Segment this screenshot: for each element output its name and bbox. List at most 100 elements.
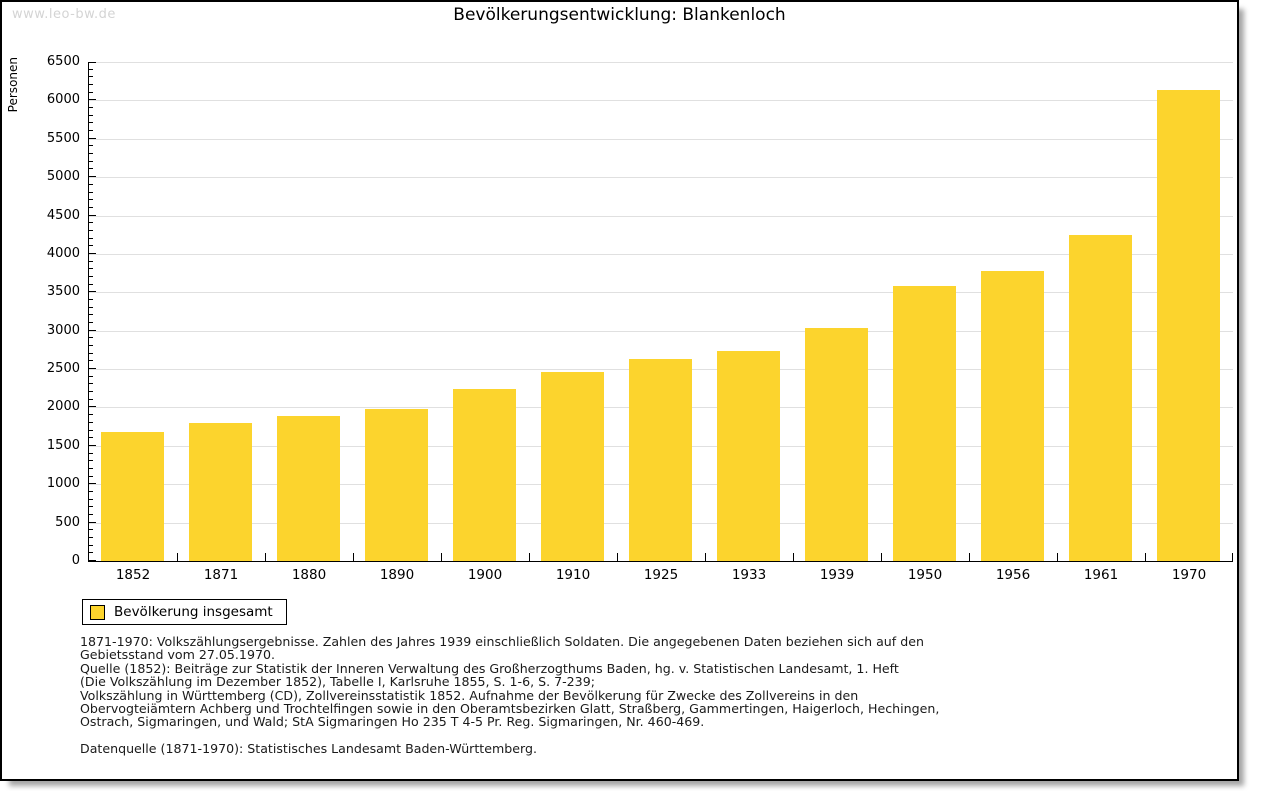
y-minor-tick — [89, 360, 93, 362]
x-axis-tick — [265, 553, 266, 561]
x-tick-label: 1950 — [907, 567, 943, 583]
y-minor-tick — [89, 222, 93, 224]
y-minor-tick — [89, 91, 93, 93]
y-minor-tick — [89, 391, 93, 393]
x-axis-tick — [177, 553, 178, 561]
x-axis-tick — [1057, 553, 1058, 561]
y-minor-tick — [89, 544, 93, 546]
bar — [453, 389, 516, 561]
y-major-tick — [89, 560, 96, 561]
y-major-tick — [89, 521, 96, 523]
y-minor-tick — [89, 76, 93, 78]
y-minor-tick — [89, 322, 93, 324]
footnote-line: Volkszählung in Württemberg (CD), Zollve… — [80, 687, 859, 703]
legend-label: Bevölkerung insgesamt — [114, 604, 273, 620]
y-minor-tick — [89, 306, 93, 308]
x-axis-tick — [705, 553, 706, 561]
chart-title: Bevölkerungsentwicklung: Blankenloch — [453, 5, 786, 25]
y-minor-tick — [89, 337, 93, 339]
y-minor-tick — [89, 414, 93, 416]
y-minor-tick — [89, 160, 93, 162]
x-tick-label: 1961 — [1083, 567, 1119, 583]
y-minor-tick — [89, 191, 93, 193]
x-axis-tick — [969, 553, 970, 561]
y-major-tick — [89, 137, 96, 139]
gridline — [89, 100, 1233, 102]
x-axis-tick — [617, 553, 618, 561]
y-minor-tick — [89, 460, 93, 462]
y-minor-tick — [89, 429, 93, 431]
gridline — [89, 253, 1233, 255]
y-tick-label: 2500 — [46, 361, 80, 377]
y-major-tick — [89, 291, 96, 293]
gridline — [89, 138, 1233, 140]
bar — [101, 432, 164, 561]
y-minor-tick — [89, 437, 93, 439]
y-minor-tick — [89, 452, 93, 454]
y-major-tick — [89, 99, 96, 101]
x-tick-label: 1939 — [819, 567, 855, 583]
y-tick-label: 0 — [71, 553, 80, 568]
y-minor-tick — [89, 536, 93, 538]
y-minor-tick — [89, 199, 93, 201]
bar — [893, 286, 956, 561]
footnote-line: (Die Volkszählung im Dezember 1852), Tab… — [80, 674, 595, 690]
bar — [981, 271, 1044, 561]
y-minor-tick — [89, 506, 93, 508]
bar — [277, 416, 340, 561]
x-tick-label: 1970 — [1171, 567, 1207, 583]
x-axis-tick — [793, 553, 794, 561]
y-minor-tick — [89, 498, 93, 500]
y-minor-tick — [89, 168, 93, 170]
footnote-line: Obervogteiämtern Achberg und Trochtelfin… — [80, 701, 940, 717]
gridline — [89, 292, 1233, 294]
y-minor-tick — [89, 421, 93, 423]
y-minor-tick — [89, 398, 93, 400]
y-minor-tick — [89, 130, 93, 132]
x-tick-label: 1925 — [643, 567, 679, 583]
y-minor-tick — [89, 314, 93, 316]
footnote-line: Quelle (1852): Beiträge zur Statistik de… — [80, 660, 899, 676]
y-major-tick — [89, 176, 96, 178]
x-tick-label: 1852 — [115, 567, 151, 583]
x-tick-label: 1880 — [291, 567, 327, 583]
footnote-line: Gebietsstand vom 27.05.1970. — [80, 647, 275, 663]
y-axis-tick-labels: 0 500 1000 1500 2000 2500 3000 3500 4000 4500 5000… — [2, 54, 80, 568]
y-minor-tick — [89, 345, 93, 347]
y-minor-tick — [89, 352, 93, 354]
y-major-tick — [89, 406, 96, 408]
x-axis-tick — [441, 553, 442, 561]
y-minor-tick — [89, 552, 93, 554]
bar — [717, 351, 780, 561]
y-tick-label: 3000 — [46, 322, 80, 338]
y-minor-tick — [89, 183, 93, 185]
y-minor-tick — [89, 145, 93, 147]
bar — [365, 409, 428, 561]
y-tick-label: 6000 — [46, 92, 80, 108]
x-axis-tick — [529, 553, 530, 561]
y-major-tick — [89, 329, 96, 331]
y-minor-tick — [89, 490, 93, 492]
y-major-tick — [89, 214, 96, 216]
legend: Bevölkerung insgesamt — [82, 599, 287, 625]
footnote-line: Ostrach, Sigmaringen, und Wald; StA Sigm… — [80, 714, 705, 730]
y-major-tick — [89, 62, 96, 63]
gridline — [89, 330, 1233, 332]
x-axis-tick — [1232, 553, 1233, 561]
y-minor-tick — [89, 237, 93, 239]
y-minor-tick — [89, 275, 93, 277]
x-axis-tick — [881, 553, 882, 561]
y-minor-tick — [89, 375, 93, 377]
y-tick-label: 1500 — [46, 437, 80, 453]
y-minor-tick — [89, 260, 93, 262]
x-tick-label: 1910 — [555, 567, 591, 583]
y-tick-label: 4000 — [46, 245, 80, 261]
watermark: www.leo-bw.de — [12, 7, 116, 22]
x-axis-tick — [1145, 553, 1146, 561]
bar — [189, 423, 252, 561]
x-tick-label: 1890 — [379, 567, 415, 583]
footnote-line: 1871-1970: Volkszählungsergebnisse. Zahl… — [80, 634, 924, 649]
y-minor-tick — [89, 475, 93, 477]
gridline — [89, 62, 1233, 63]
y-major-tick — [89, 483, 96, 485]
